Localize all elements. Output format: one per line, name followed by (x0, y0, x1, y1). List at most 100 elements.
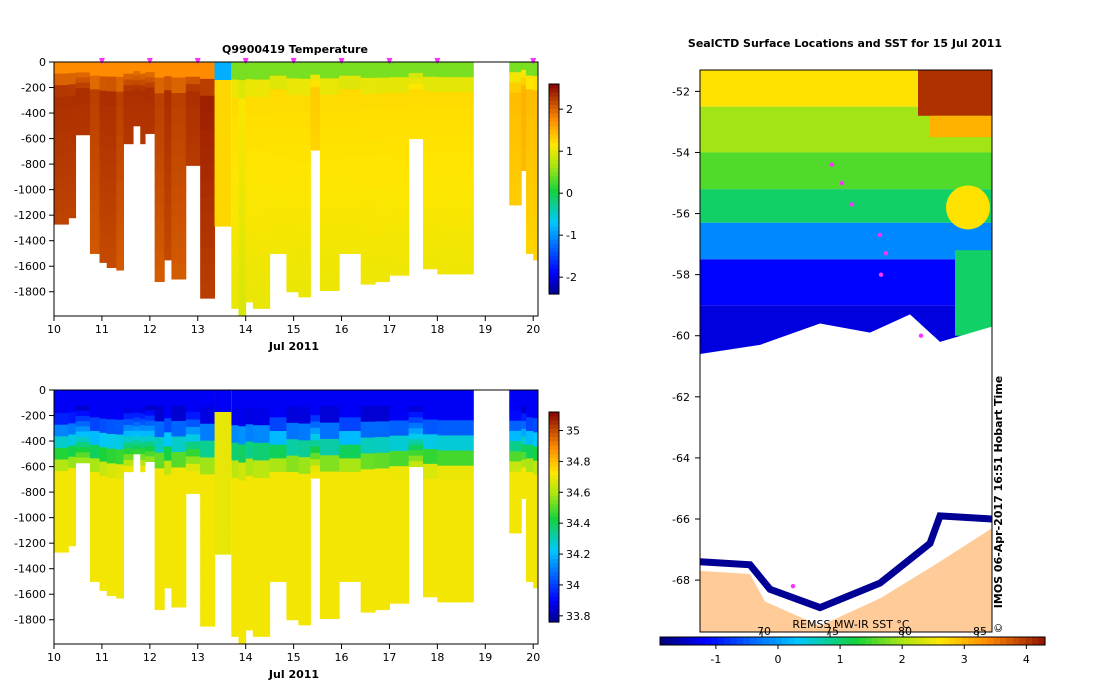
colorbar-segment (549, 449, 559, 455)
salinity-cell (245, 458, 254, 477)
colorbar-tick-label: -2 (566, 271, 577, 284)
y-tick-label: -1600 (14, 260, 46, 273)
sst-colorbar-segment (788, 637, 796, 645)
salinity-cell (360, 421, 376, 439)
temperature-colorbar: -2 -1 0 1 2 (548, 83, 577, 295)
salinity-cell (54, 401, 69, 414)
copyright-icon: © (992, 623, 1005, 634)
salinity-cell (75, 426, 91, 433)
y-tick-label: -1600 (14, 588, 46, 601)
y-tick-label: 0 (39, 384, 46, 397)
salinity-cell (310, 459, 321, 466)
temperature-cell (89, 157, 101, 172)
temperature-cell (116, 240, 124, 256)
salinity-cell (339, 526, 362, 541)
salinity-cell (89, 472, 101, 487)
salinity-cell (171, 420, 187, 437)
salinity-cell (521, 459, 527, 468)
salinity-cell (526, 499, 534, 514)
x-tick-label: 14 (239, 651, 253, 664)
temperature-cell (238, 297, 247, 317)
temperature-cell (509, 82, 522, 94)
temperature-cell (185, 91, 201, 100)
temperature-cell (99, 190, 108, 206)
salinity-cell (200, 609, 216, 627)
salinity-cell (521, 451, 527, 461)
seal-location-marker (918, 333, 924, 338)
salinity-cell (238, 517, 247, 536)
salinity-cell (116, 464, 124, 480)
temperature-cell (375, 156, 390, 173)
salinity-cell (154, 405, 165, 422)
temperature-cell (339, 62, 362, 77)
sst-band (955, 250, 992, 336)
temperature-cell (133, 66, 141, 72)
sst-colorbar-segment (846, 637, 854, 645)
sst-colorbar-segment (955, 637, 963, 645)
y-tick-label: -200 (21, 82, 46, 95)
salinity-cell (231, 407, 239, 426)
salinity-cell (389, 405, 410, 421)
x-tick-label: 15 (287, 323, 301, 336)
salinity-cell (375, 531, 390, 548)
temperature-cell (106, 106, 117, 122)
salinity-cell (140, 460, 146, 467)
temperature-cell (171, 232, 187, 249)
salinity-cell (154, 499, 165, 516)
sst-colorbar-segment (891, 637, 899, 645)
temperature-cell (231, 114, 239, 133)
temperature-cell (298, 145, 311, 164)
salinity-cell (140, 448, 146, 455)
temperature-cell (360, 268, 376, 285)
temperature-cell (339, 185, 362, 200)
salinity-cell (68, 390, 77, 402)
temperature-cell (123, 102, 134, 110)
colorbar-segment (549, 205, 559, 211)
sst-colorbar-segment (923, 637, 931, 645)
temperature-cell (339, 116, 362, 131)
salinity-cell (116, 479, 124, 495)
temperature-cell (526, 171, 534, 186)
salinity-cell (116, 583, 124, 599)
temperature-cell (252, 290, 271, 309)
x-tick-label: 13 (191, 323, 205, 336)
colorbar-segment (549, 264, 559, 270)
salinity-cell (310, 421, 321, 429)
temperature-cell (408, 133, 424, 140)
temperature-cell (437, 183, 474, 199)
temperature-cell (231, 237, 239, 257)
temperature-cell (171, 170, 187, 187)
salinity-cell (140, 430, 146, 438)
temperature-cell (106, 120, 117, 136)
temperature-cell (509, 72, 522, 83)
salinity-cell (116, 390, 124, 406)
salinity-cell (245, 390, 254, 408)
salinity-cell (422, 404, 438, 421)
salinity-cell (533, 545, 539, 561)
colorbar-tick-label: 34.2 (566, 548, 591, 561)
salinity-cell (75, 421, 91, 427)
salinity-cell (154, 421, 165, 438)
colorbar-segment (549, 176, 559, 182)
salinity-cell (75, 405, 91, 412)
salinity-cell (164, 418, 172, 433)
colorbar-segment (549, 525, 559, 531)
colorbar-segment (549, 554, 559, 560)
salinity-cell (521, 436, 527, 445)
map-y-tick-label: -66 (672, 513, 690, 526)
salinity-cell (408, 433, 424, 440)
salinity-cell (106, 463, 117, 479)
salinity-cell (200, 575, 216, 593)
salinity-cell (509, 390, 522, 401)
salinity-cell (145, 441, 156, 447)
temperature-cell (319, 62, 340, 79)
salinity-cell (252, 618, 271, 637)
salinity-cell (389, 420, 410, 437)
temperature-cell (389, 183, 410, 200)
salinity-cell (54, 540, 69, 553)
salinity-cell (319, 487, 340, 505)
temperature-cell (116, 106, 124, 122)
sst-colorbar-segment (749, 637, 757, 645)
temperature-cell (389, 138, 410, 154)
salinity-cell (154, 484, 165, 501)
